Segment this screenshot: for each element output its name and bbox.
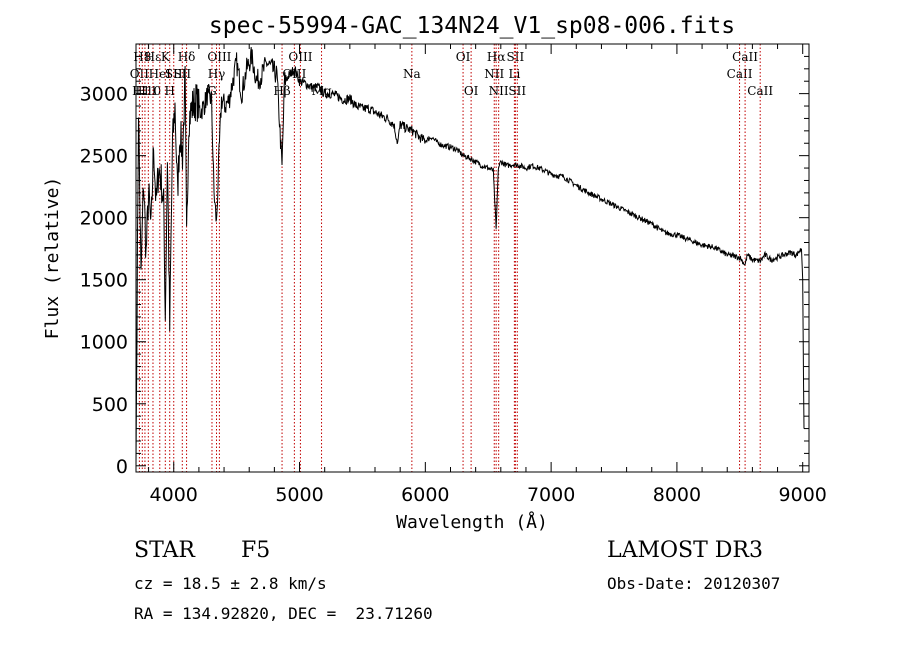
marker-label: SII: [507, 50, 525, 64]
marker-label: OIII: [207, 50, 231, 64]
chart-title: spec-55994-GAC_134N24_V1_sp08-006.fits: [209, 13, 735, 39]
x-tick-label: 7000: [527, 484, 575, 506]
marker-label: SII: [165, 67, 183, 81]
plot-area: [135, 47, 805, 466]
y-axis-label: Flux (relative): [42, 177, 63, 340]
marker-label: OI: [456, 50, 471, 64]
y-axis-ticks: 0 500 1000 1500 2000 2500 3000: [80, 55, 809, 478]
marker-label: HeI: [149, 67, 172, 81]
marker-label: CaII: [732, 50, 758, 64]
x-tick-label: 5000: [275, 484, 323, 506]
marker-label: OII: [130, 67, 150, 81]
x-tick-label: 4000: [150, 484, 198, 506]
y-tick-label: 2500: [80, 146, 128, 168]
x-axis-ticks: 4000 5000 6000 7000 8000 9000: [148, 44, 827, 506]
plot-frame: [135, 43, 810, 473]
x-tick-label: 9000: [779, 484, 827, 506]
y-tick-label: 3000: [80, 84, 128, 106]
survey-name: LAMOST DR3: [607, 538, 763, 563]
x-axis-label: Wavelength (Å): [396, 511, 548, 533]
y-tick-label: 1000: [80, 332, 128, 354]
spectrum-line: [135, 47, 805, 466]
marker-label: SII: [508, 84, 526, 98]
x-tick-label: 8000: [653, 484, 701, 506]
marker-label: OI: [464, 84, 479, 98]
marker-label: Na: [403, 67, 421, 81]
marker-label: Hα: [487, 50, 506, 64]
y-tick-label: 0: [116, 456, 128, 478]
marker-label: NII: [489, 84, 509, 98]
marker-label: H8: [133, 50, 151, 64]
marker-label: SII: [173, 67, 191, 81]
marker-label: Li: [508, 67, 520, 81]
marker-label: Hε: [145, 50, 162, 64]
coordinates: RA = 134.92820, DEC = 23.71260: [134, 604, 433, 623]
marker-label: K: [161, 50, 171, 64]
marker-label: G: [207, 84, 217, 98]
marker-label: NII: [484, 67, 504, 81]
marker-label: H10: [135, 84, 161, 98]
marker-label: CaII: [727, 67, 753, 81]
marker-label: Hβ: [273, 84, 290, 98]
marker-label: H11: [132, 84, 158, 98]
redshift-text: cz = 18.5 ± 2.8 km/s: [134, 574, 327, 593]
y-tick-label: 1500: [80, 270, 128, 292]
marker-label: Hγ: [208, 67, 226, 81]
marker-label: Hδ: [178, 50, 196, 64]
marker-label: OIII: [288, 50, 312, 64]
marker-label: H: [164, 84, 174, 98]
object-class: STAR: [134, 538, 195, 563]
obs-date: Obs-Date: 20120307: [607, 574, 781, 593]
object-subclass: F5: [241, 538, 271, 563]
y-tick-label: 2000: [80, 208, 128, 230]
marker-label: CaII: [747, 84, 773, 98]
x-tick-label: 6000: [401, 484, 449, 506]
y-tick-label: 500: [92, 394, 128, 416]
